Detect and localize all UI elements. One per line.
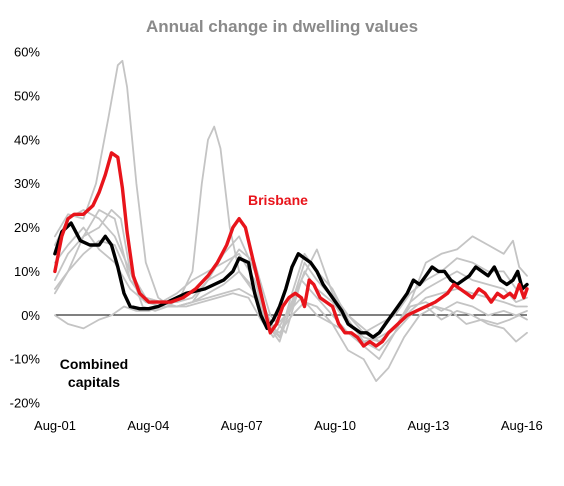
annotation-combined-line2: capitals [68, 374, 120, 390]
y-tick-label: 50% [14, 88, 40, 103]
y-tick-label: 20% [14, 220, 40, 235]
y-tick-label: 0% [21, 308, 40, 323]
other-city-line [54, 288, 528, 382]
x-tick-label: Aug-01 [34, 418, 76, 433]
y-tick-label: 60% [14, 45, 40, 60]
y-tick-label: 30% [14, 176, 40, 191]
brisbane-line [53, 151, 529, 348]
y-tick-labels: -20% -10% 0% 10% 20% 30% 40% 50% 60% [10, 45, 41, 411]
y-tick-label: -20% [10, 396, 41, 411]
other-city-line [54, 125, 528, 360]
y-tick-label: -10% [10, 352, 41, 367]
y-tick-label: 40% [14, 132, 40, 147]
x-tick-label: Aug-04 [127, 418, 169, 433]
other-city-line [54, 239, 528, 343]
chart-title: Annual change in dwelling values [146, 17, 418, 36]
x-tick-label: Aug-10 [314, 418, 356, 433]
annotation-combined-capitals: Combined capitals [60, 356, 128, 390]
annotation-combined-line1: Combined [60, 356, 128, 372]
x-tick-labels: Aug-01 Aug-04 Aug-07 Aug-10 Aug-13 Aug-16 [34, 418, 543, 433]
series-lines [53, 59, 529, 382]
combined-capitals-line [53, 221, 529, 339]
x-tick-label: Aug-16 [501, 418, 543, 433]
annotation-brisbane: Brisbane [248, 192, 308, 208]
x-tick-label: Aug-13 [407, 418, 449, 433]
y-tick-label: 10% [14, 264, 40, 279]
x-tick-label: Aug-07 [221, 418, 263, 433]
other-city-line [54, 226, 528, 343]
